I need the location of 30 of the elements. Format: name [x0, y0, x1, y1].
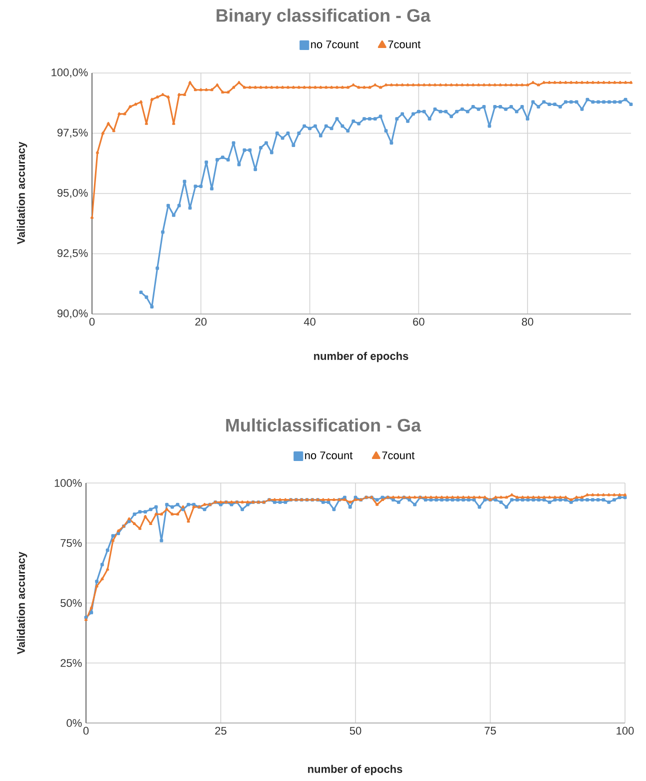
x-axis-title: number of epochs [308, 764, 402, 776]
y-axis-title: Validation accuracy [16, 142, 28, 244]
chart-title: Multiclassification - Ga [226, 418, 422, 432]
y-tick-label: 100% [54, 479, 82, 487]
legend-label: 7count [382, 452, 415, 460]
chart-title: Binary classification - Ga [216, 8, 431, 26]
y-tick-label: 90,0% [57, 309, 88, 319]
y-tick-label: 50% [60, 599, 82, 607]
x-tick-label: 50 [350, 726, 362, 735]
y-tick-label: 92,5% [57, 249, 88, 258]
y-tick-label: 0% [66, 719, 82, 727]
x-tick-label: 0 [89, 318, 95, 326]
y-tick-label: 95,0% [57, 188, 88, 198]
y-axis-title: Validation accuracy [16, 552, 28, 654]
y-tick-label: 75% [60, 539, 82, 547]
y-tick-label: 100,0% [52, 68, 88, 78]
x-tick-label: 80 [522, 318, 534, 326]
x-tick-label: 60 [413, 318, 424, 326]
x-tick-label: 25 [215, 726, 226, 735]
x-axis-title: number of epochs [314, 352, 408, 362]
legend-label: no 7count [311, 40, 359, 48]
x-tick-label: 20 [195, 318, 207, 326]
y-tick-label: 25% [60, 659, 82, 667]
x-tick-label: 100 [616, 726, 634, 735]
legend-label: 7count [388, 40, 421, 48]
x-tick-label: 0 [83, 726, 89, 735]
legend-label: no 7count [305, 452, 353, 460]
x-tick-label: 75 [484, 726, 496, 735]
x-tick-label: 40 [304, 318, 316, 326]
y-tick-label: 97,5% [57, 128, 88, 138]
